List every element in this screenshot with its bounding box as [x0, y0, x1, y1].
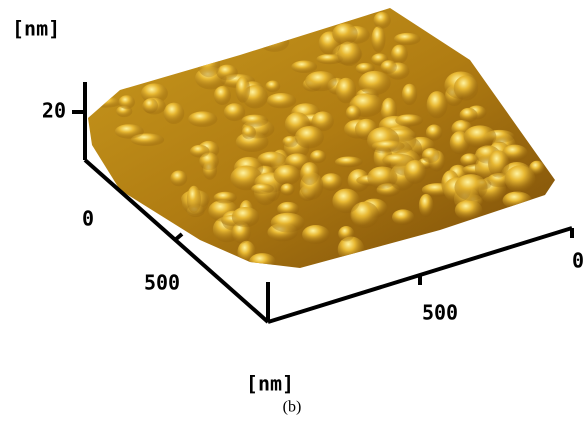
- surface-bump: [372, 140, 405, 152]
- surface-bump: [422, 148, 440, 163]
- afm-figure: [nm] 20 0 500 0 500 [nm] (b): [0, 0, 587, 441]
- surface-bump: [464, 125, 497, 147]
- surface-bump: [392, 209, 414, 225]
- surface-bump: [346, 105, 361, 120]
- surface-bump: [367, 166, 397, 188]
- surface-bump: [224, 103, 245, 121]
- surface-bump: [356, 5, 378, 15]
- surface-bump: [488, 150, 509, 178]
- surface-bump: [338, 226, 354, 242]
- surface-bump: [188, 111, 217, 127]
- surface-bump: [394, 33, 421, 45]
- surface-bump: [426, 125, 443, 141]
- surface-bump: [300, 162, 319, 185]
- surface-bump: [371, 26, 385, 52]
- surface-bump: [271, 213, 305, 233]
- surface-bump: [198, 53, 220, 77]
- surface-bump: [265, 81, 280, 93]
- surface-bump: [190, 145, 210, 158]
- surface-bump: [291, 61, 317, 73]
- surface-bump: [460, 108, 478, 122]
- surface-bump: [380, 60, 396, 74]
- surface-bump: [503, 192, 532, 210]
- surface-bump: [170, 170, 187, 186]
- surface-bump: [115, 124, 144, 138]
- surface-bump: [119, 95, 135, 109]
- surface-bump: [214, 192, 237, 204]
- surface-bump: [337, 41, 361, 66]
- surface-bump: [402, 84, 417, 105]
- surface-bump: [232, 207, 260, 227]
- surface-bump: [336, 78, 356, 104]
- surface-bump: [332, 189, 360, 214]
- left-tick-label: 500: [144, 271, 180, 295]
- surface-bump: [320, 173, 342, 190]
- left-tick-label: 0: [82, 207, 94, 231]
- z-unit: [nm]: [12, 17, 60, 41]
- surface-bump: [338, 237, 365, 263]
- surface-bump: [310, 150, 326, 163]
- surface-bump: [295, 126, 324, 148]
- surface-bump: [251, 184, 274, 194]
- left-tick: [175, 234, 182, 240]
- surface-bump: [454, 76, 478, 101]
- surface-bump: [404, 160, 426, 184]
- surface-bump: [395, 114, 423, 126]
- right-tick-label: 500: [422, 301, 458, 325]
- surface-bump: [90, 97, 121, 108]
- surface-bump: [258, 152, 286, 167]
- surface-bump: [335, 157, 363, 168]
- surface-bump: [305, 71, 337, 91]
- right-tick-label: 0: [572, 249, 584, 273]
- surface-bump: [358, 71, 390, 95]
- surface-bump: [373, 12, 390, 29]
- surface-bump: [391, 45, 408, 64]
- surface-bump: [332, 23, 357, 44]
- surface-bump: [249, 253, 276, 271]
- surface-bump: [187, 186, 201, 213]
- surface-bump: [241, 115, 268, 127]
- surface-bump: [427, 91, 448, 118]
- surface-bump: [143, 98, 158, 113]
- surface-bump: [280, 183, 294, 195]
- z-tick-label: 20: [42, 99, 66, 123]
- surface-bump: [260, 32, 289, 52]
- surface-bump: [454, 174, 487, 201]
- surface-bump: [236, 76, 250, 102]
- surface-bump: [274, 165, 301, 185]
- surface-bump: [164, 103, 185, 124]
- surface-bump: [242, 126, 256, 140]
- surface-bump: [455, 200, 483, 220]
- surface-bump: [214, 86, 231, 105]
- horizontal-unit: [nm]: [246, 372, 294, 396]
- surface-bump: [267, 93, 296, 108]
- surface-bump: [505, 165, 536, 193]
- surface-bump: [302, 225, 330, 244]
- surface-bump: [419, 194, 434, 217]
- caption: (b): [283, 399, 302, 416]
